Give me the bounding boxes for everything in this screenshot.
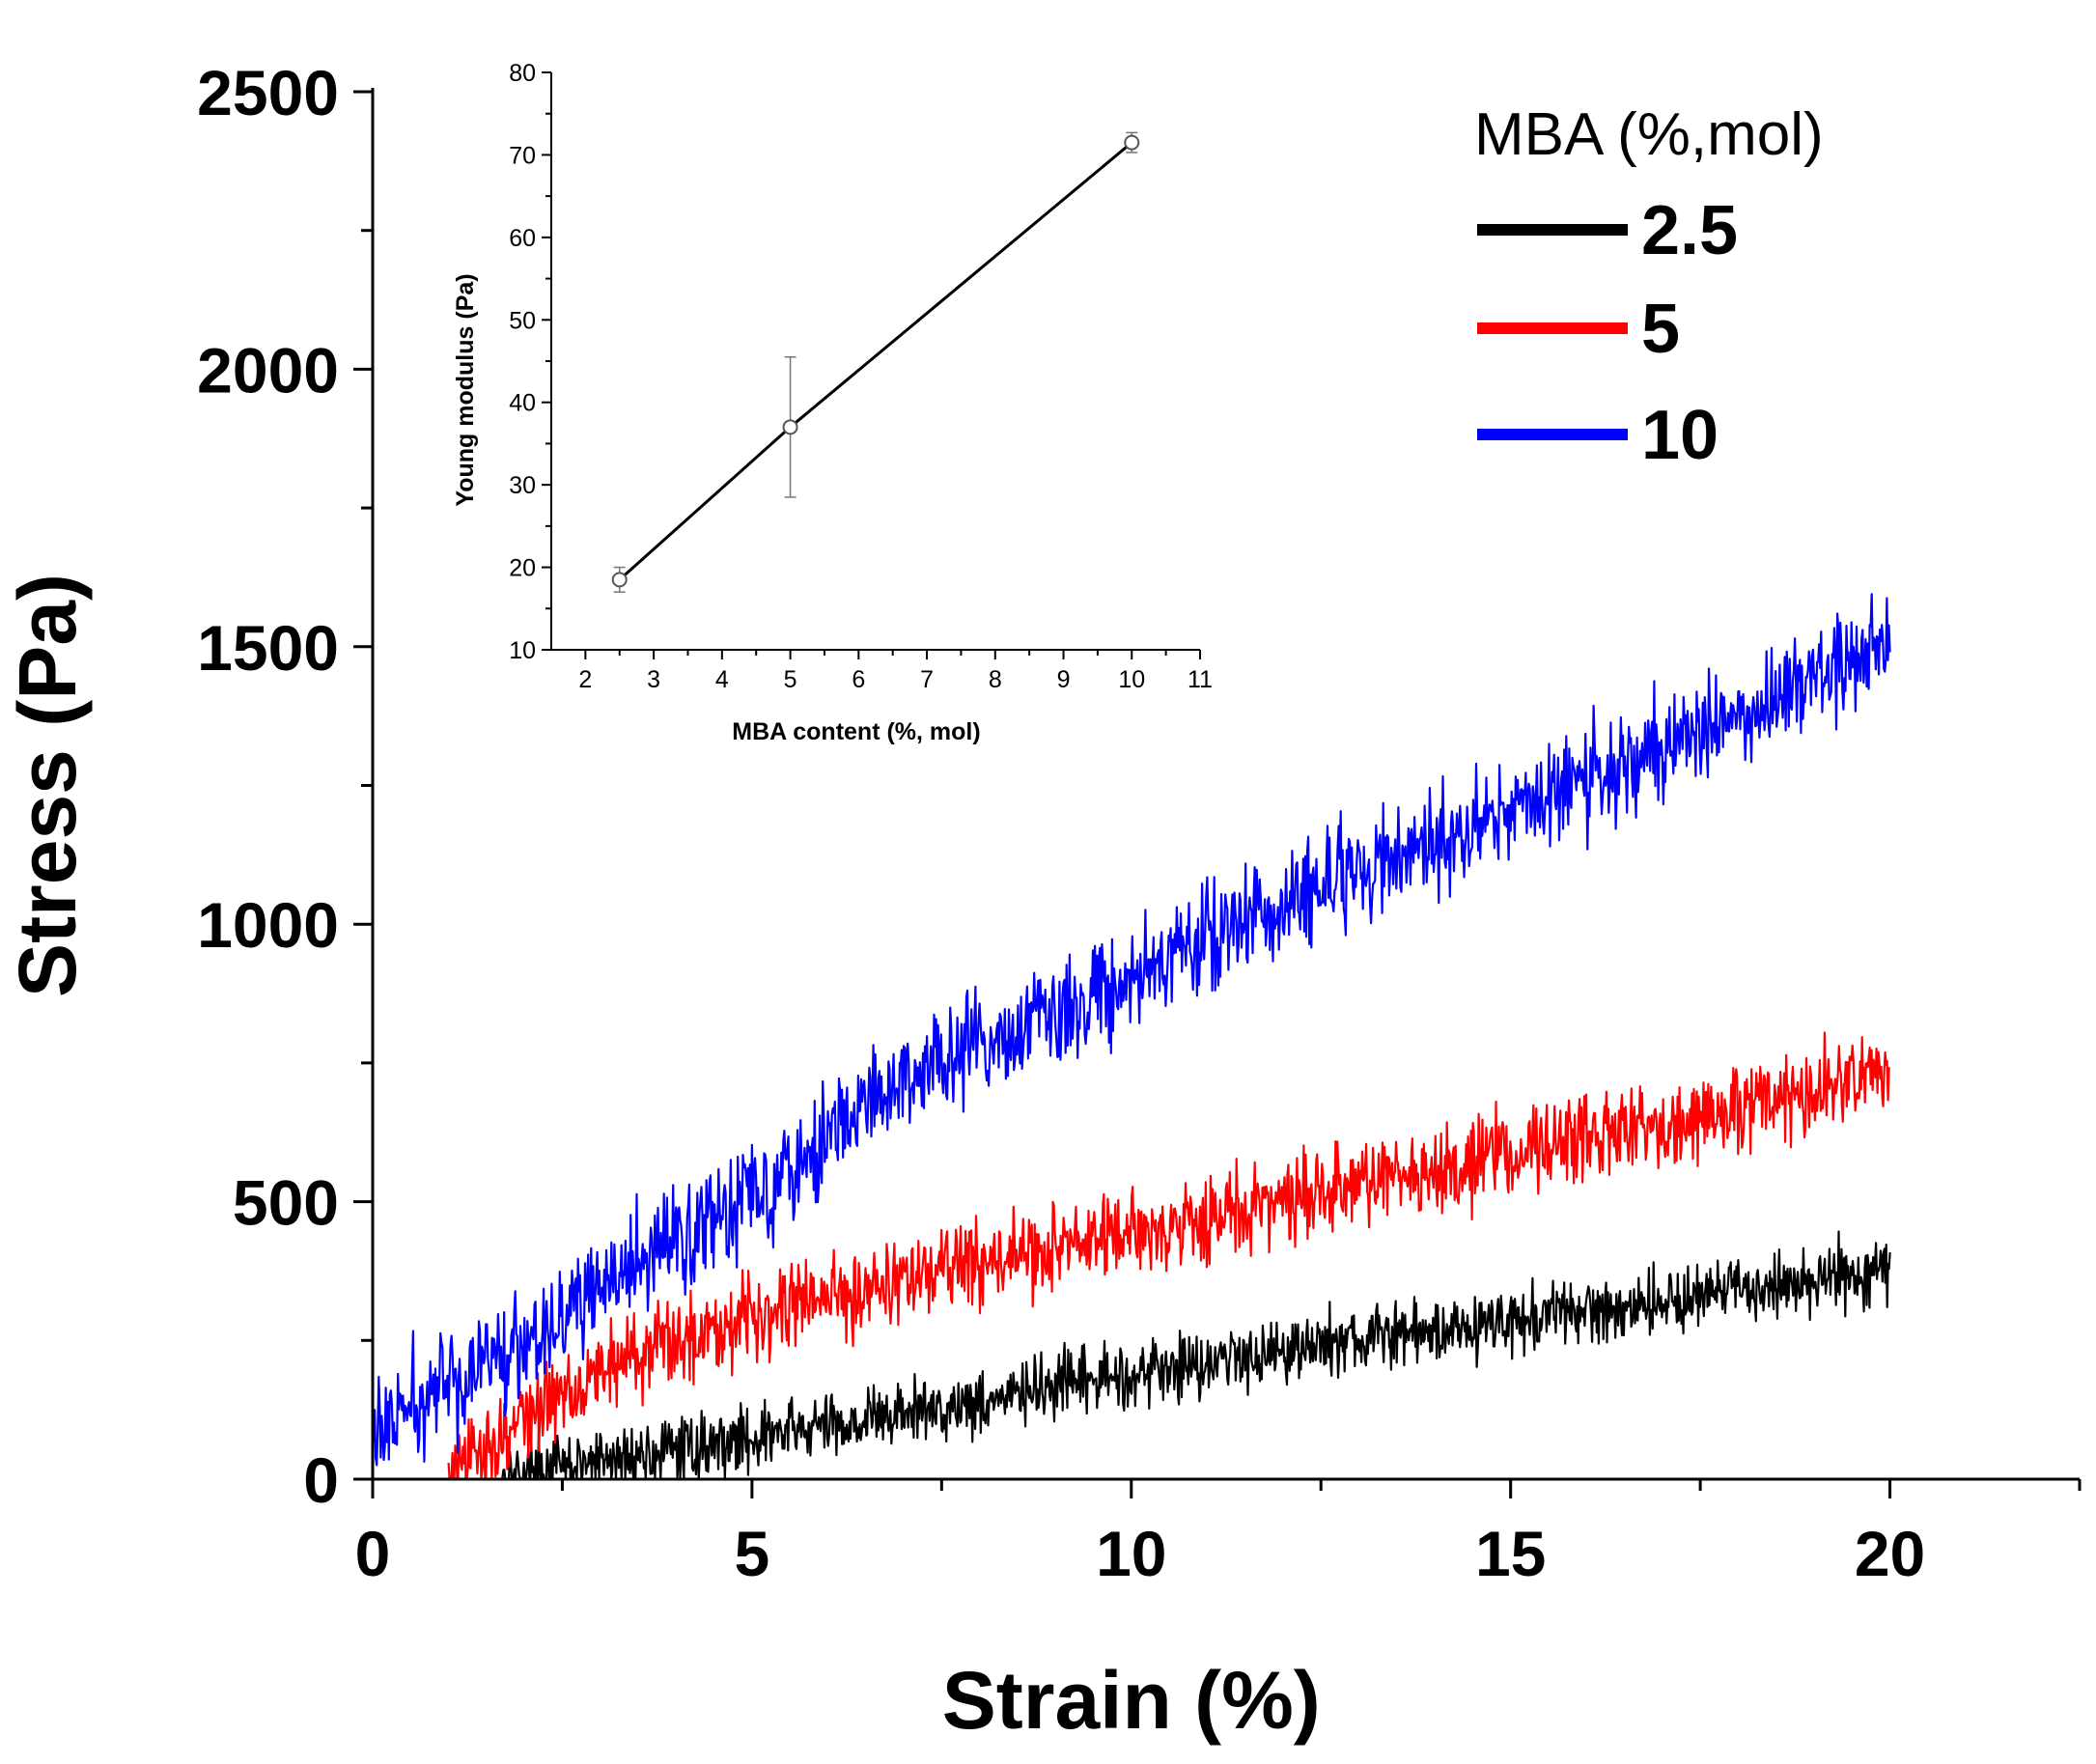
- inset-y-tick-label: 20: [509, 555, 536, 582]
- x-tick-label: 15: [1475, 1518, 1546, 1589]
- inset-x-tick-label: 8: [989, 666, 1002, 693]
- inset-y-tick-label: 70: [509, 142, 536, 169]
- inset-x-tick-label: 10: [1118, 666, 1145, 693]
- y-tick-label: 2500: [197, 57, 339, 128]
- inset-x-tick-label: 3: [647, 666, 660, 693]
- y-tick-label: 1000: [197, 889, 339, 961]
- legend: MBA (%,mol) 2.5 5 10: [1474, 101, 1824, 474]
- inset-x-tick-label: 9: [1057, 666, 1071, 693]
- legend-label-5: 5: [1641, 291, 1680, 368]
- inset-y-axis-title: Young modulus (Pa): [452, 273, 479, 506]
- inset-x-tick-label: 7: [920, 666, 934, 693]
- inset-series-line: [618, 141, 1133, 581]
- inset-y-tick-label: 40: [509, 390, 536, 417]
- main-plot-axes: 0 5 10 15 20 0 500 1000 1500 2000 2500 Strain (%) St…: [2, 57, 2082, 1746]
- y-tick-label: 0: [303, 1444, 339, 1516]
- x-tick-label: 10: [1096, 1518, 1166, 1589]
- legend-label-10: 10: [1641, 397, 1719, 474]
- x-tick-label: 20: [1855, 1518, 1925, 1589]
- legend-title: MBA (%,mol): [1474, 101, 1824, 168]
- x-tick-label: 0: [355, 1518, 391, 1589]
- y-tick-label: 500: [233, 1167, 339, 1239]
- inset-x-tick-label: 11: [1188, 666, 1213, 693]
- x-axis-title: Strain (%): [942, 1655, 1321, 1746]
- inset-data-point: [1124, 134, 1140, 151]
- inset-y-tick-label: 50: [509, 307, 536, 334]
- inset-x-tick-label: 5: [784, 666, 797, 693]
- series-line-10: [371, 593, 1891, 1467]
- x-tick-label: 5: [735, 1518, 770, 1589]
- inset-plot: 2 3 4 5 6 7 8 9 10 11 10 20 30 40 50 60 70 80 MBA content …: [452, 60, 1213, 745]
- inset-y-tick-label: 60: [509, 225, 536, 252]
- inset-y-tick-label: 10: [509, 637, 536, 664]
- inset-x-axis-title: MBA content (%, mol): [732, 718, 980, 745]
- inset-y-tick-label: 30: [509, 472, 536, 499]
- y-tick-label: 1500: [197, 612, 339, 684]
- inset-y-tick-label: 80: [509, 60, 536, 87]
- inset-x-tick-label: 6: [852, 666, 865, 693]
- legend-label-2.5: 2.5: [1641, 192, 1738, 269]
- series-line-5: [447, 1031, 1890, 1481]
- y-tick-label: 2000: [197, 334, 339, 406]
- inset-data-point: [782, 419, 798, 435]
- inset-x-tick-label: 4: [715, 666, 729, 693]
- main-plot-traces: [371, 593, 1891, 1481]
- y-axis-title: Stress (Pa): [2, 574, 93, 997]
- inset-data-point: [611, 572, 628, 588]
- series-line-2.5: [493, 1230, 1891, 1481]
- inset-x-tick-label: 2: [578, 666, 592, 693]
